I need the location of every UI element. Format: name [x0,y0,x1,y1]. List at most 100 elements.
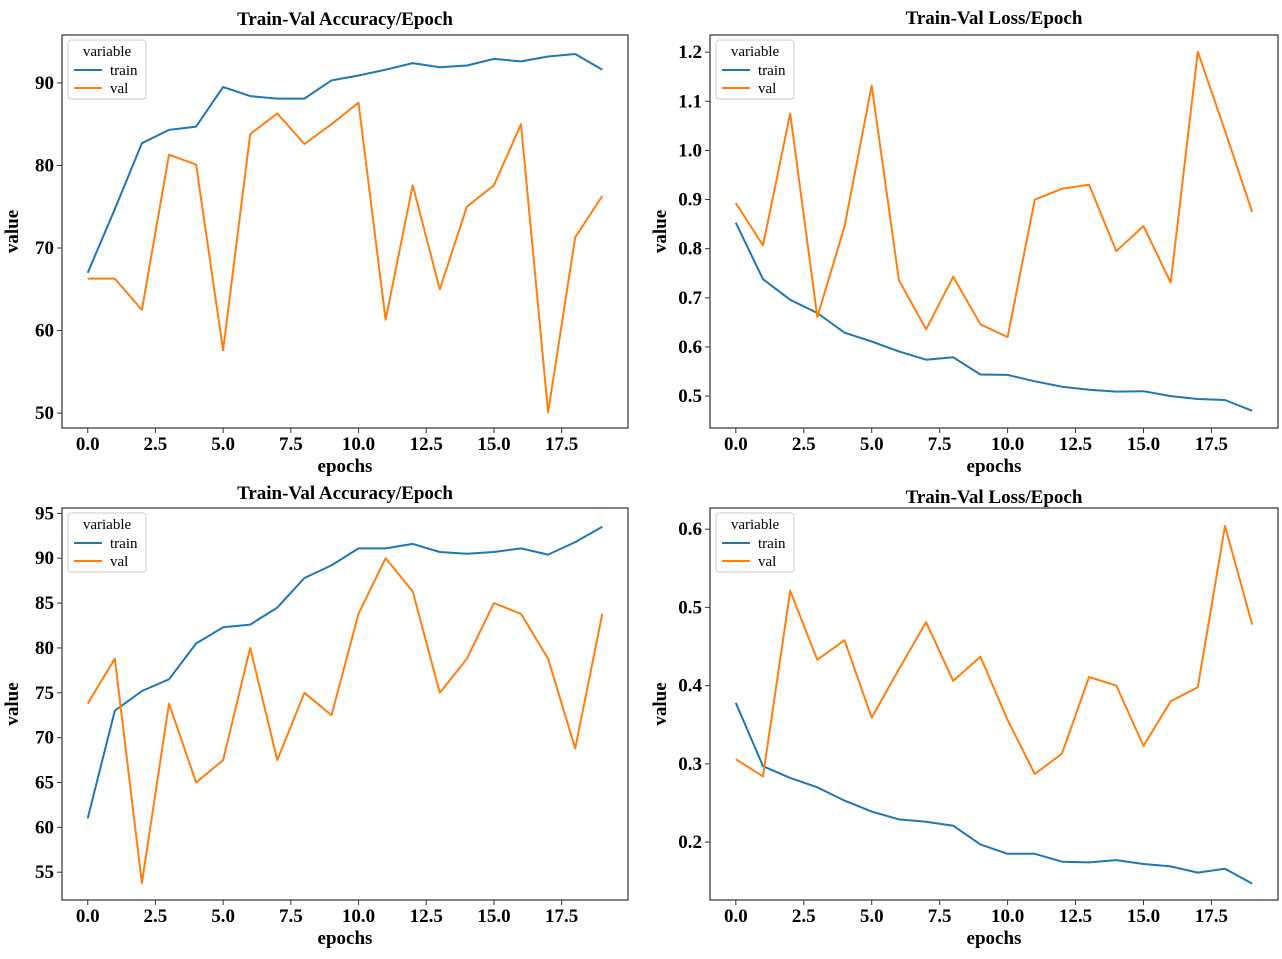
y-tick-label: 65 [35,772,54,793]
y-tick-label: 70 [35,728,54,749]
x-tick-label: 12.5 [410,434,443,455]
y-axis-label: value [650,682,671,725]
x-tick-label: 0.0 [76,434,100,455]
y-tick-label: 70 [35,238,54,259]
y-tick-label: 90 [35,548,54,569]
y-tick-label: 1.1 [678,91,702,112]
series-line-train [86,525,603,819]
y-tick-label: 80 [35,155,54,176]
legend-entry-val: val [110,554,128,570]
x-tick-label: 17.5 [545,906,578,927]
legend-title: variable [731,44,780,60]
x-tick-label: 7.5 [928,434,952,455]
y-tick-label: 75 [35,683,54,704]
series-line-train [734,702,1253,885]
legend-box [715,512,795,573]
y-tick-label: 90 [35,73,54,94]
y-tick-label: 0.5 [678,597,702,618]
x-tick-label: 12.5 [1059,434,1092,455]
x-tick-label: 15.0 [477,434,510,455]
x-tick-label: 12.5 [1059,906,1092,927]
x-tick-label: 15.0 [1127,906,1160,927]
x-tick-label: 5.0 [211,906,235,927]
x-axis-label: epochs [967,456,1022,477]
chart-panel-3: Train-Val Accuracy/Epoch 0.0 2.5 5.0 7.5 10.0… [2,483,629,949]
legend-entry-train: train [110,536,138,552]
x-tick-label: 7.5 [279,434,303,455]
x-tick-label: 0.0 [76,906,100,927]
y-tick-label: 80 [35,638,54,659]
chart-title: Train-Val Loss/Epoch [906,487,1083,508]
x-tick-label: 5.0 [211,434,235,455]
x-tick-label: 17.5 [1195,434,1228,455]
chart-panel-4: Train-Val Loss/Epoch 0.0 2.5 5.0 7.5 10.0 12.5… [650,487,1279,949]
y-tick-label: 0.3 [678,754,702,775]
x-tick-label: 15.0 [477,906,510,927]
x-tick-label: 10.0 [991,906,1024,927]
plot-frame [709,34,1279,429]
legend-box [67,512,147,573]
legend-entry-val: val [758,554,776,570]
legend-entry-val: val [110,81,128,97]
legend-title: variable [83,44,132,60]
x-tick-label: 7.5 [928,906,952,927]
x-tick-label: 10.0 [991,434,1024,455]
x-tick-label: 17.5 [1195,906,1228,927]
x-tick-label: 2.5 [792,434,816,455]
legend-box [715,39,795,100]
y-tick-label: 50 [35,403,54,424]
legend-box [67,39,147,100]
x-tick-label: 10.0 [342,434,375,455]
chart-title: Train-Val Loss/Epoch [906,8,1083,29]
series-line-train [86,53,603,274]
y-tick-label: 0.7 [678,288,702,309]
legend-entry-train: train [758,63,786,79]
chart-panel-2: Train-Val Loss/Epoch 0.0 2.5 5.0 7.5 10.0 12.5… [650,8,1279,477]
plot-frame [709,507,1279,901]
y-tick-label: 55 [35,862,54,883]
x-axis-label: epochs [967,928,1022,949]
chart-title: Train-Val Accuracy/Epoch [237,9,453,30]
series-line-val [86,557,604,884]
y-tick-label: 1.2 [678,42,702,63]
y-tick-label: 0.9 [678,190,702,211]
legend: variable train val [715,512,795,573]
x-tick-label: 0.0 [724,434,748,455]
y-tick-label: 0.5 [678,386,702,407]
x-tick-label: 2.5 [144,906,168,927]
x-tick-label: 5.0 [860,434,884,455]
y-tick-label: 60 [35,321,54,342]
y-tick-label: 85 [35,593,54,614]
y-tick-label: 0.6 [678,337,702,358]
x-tick-label: 7.5 [279,906,303,927]
plot-frame [61,34,629,429]
y-tick-label: 0.6 [678,519,702,540]
x-tick-label: 0.0 [724,906,748,927]
chart-panel-1: Train-Val Accuracy/Epoch 0.0 2.5 5.0 7.5 10.0… [2,9,629,477]
y-axis-label: value [2,210,23,253]
x-tick-label: 17.5 [545,434,578,455]
y-tick-label: 60 [35,817,54,838]
series-line-train [734,222,1253,412]
series-line-val [735,525,1254,778]
y-tick-label: 1.0 [678,140,702,161]
x-tick-label: 2.5 [792,906,816,927]
x-tick-label: 5.0 [860,906,884,927]
series-line-val [87,101,604,414]
x-tick-label: 10.0 [342,906,375,927]
y-tick-label: 95 [35,503,54,524]
y-tick-label: 0.8 [678,239,702,260]
x-tick-label: 15.0 [1127,434,1160,455]
y-tick-label: 0.2 [678,832,702,853]
chart-title: Train-Val Accuracy/Epoch [237,483,453,504]
x-axis-label: epochs [318,456,373,477]
y-axis-label: value [650,210,671,253]
y-tick-label: 0.4 [678,676,702,697]
legend-entry-train: train [758,536,786,552]
x-axis-label: epochs [318,928,373,949]
legend-title: variable [731,517,780,533]
x-tick-label: 2.5 [144,434,168,455]
legend-entry-train: train [110,63,138,79]
